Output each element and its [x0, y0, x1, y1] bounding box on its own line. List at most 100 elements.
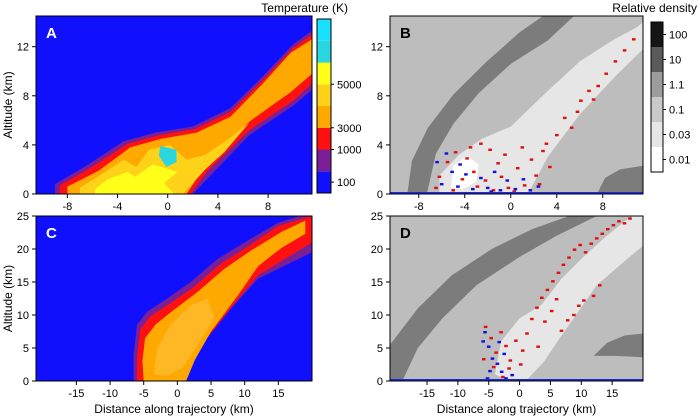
y-tick-label: 0	[23, 376, 29, 388]
y-tick-label: 12	[17, 42, 29, 54]
x-tick-label: -8	[62, 201, 72, 213]
x-tick-label: 4	[215, 201, 221, 213]
x-tick-label: -10	[450, 388, 466, 400]
debris-point	[508, 359, 513, 362]
plot-area	[390, 16, 643, 194]
debris-point	[506, 186, 511, 190]
colorbar-swatch	[651, 47, 663, 72]
debris-point	[471, 187, 475, 191]
debris-point	[514, 339, 518, 342]
debris-point	[578, 243, 582, 247]
y-tick-label: 0	[23, 189, 29, 201]
debris-point	[543, 320, 547, 323]
plot-area	[36, 216, 312, 381]
debris-point	[572, 313, 576, 317]
colorbar-label: 5000	[337, 79, 361, 91]
debris-point	[529, 158, 534, 161]
field-region-3	[439, 22, 643, 194]
debris-point	[507, 367, 511, 370]
x-axis-title: Distance along trajectory (km)	[437, 402, 596, 416]
debris-point	[512, 190, 516, 193]
x-tick-label: -5	[139, 388, 149, 400]
y-tick-label: 15	[371, 277, 383, 289]
debris-point	[600, 232, 605, 235]
debris-point	[483, 331, 487, 334]
x-tick-label: -10	[102, 388, 118, 400]
field-region-5	[95, 164, 178, 194]
debris-point	[453, 151, 458, 154]
debris-point	[522, 184, 527, 187]
debris-point	[491, 365, 496, 369]
debris-point	[513, 187, 518, 191]
x-tick-label: 8	[600, 201, 606, 213]
debris-point	[519, 363, 523, 366]
x-tick-label: 8	[265, 201, 271, 213]
debris-point	[505, 179, 510, 182]
colorbar-label: 1000	[337, 145, 361, 157]
debris-point	[444, 152, 449, 155]
plot-frame	[35, 15, 313, 195]
debris-point	[534, 174, 538, 177]
x-tick-label: 0	[174, 388, 180, 400]
panel-a: -8 -4 0 4 8 0 4 8 12 Altitude (km) A	[1, 15, 313, 213]
plot-frame	[389, 215, 644, 382]
temperature-colorbar-title: Temperature (K)	[261, 1, 348, 15]
debris-point	[492, 170, 497, 174]
y-tick-label: 25	[371, 211, 383, 223]
debris-point	[537, 183, 542, 186]
y-tick-label: 15	[17, 277, 29, 289]
panel-letter: C	[46, 225, 57, 242]
x-tick-label: -8	[414, 201, 424, 213]
x-axis-title: Distance along trajectory (km)	[94, 402, 253, 416]
y-tick-label: 10	[17, 310, 29, 322]
debris-point	[439, 183, 444, 186]
debris-point	[499, 331, 503, 334]
colorbar-label: 0.03	[669, 130, 690, 142]
debris-point	[530, 317, 534, 321]
debris-point	[491, 189, 496, 192]
field-region-2	[597, 165, 643, 194]
colorbar-swatch	[317, 62, 331, 85]
debris-point	[575, 110, 580, 113]
temperature-colorbar: 100 1000 3000 5000	[316, 18, 361, 194]
x-tick-label: -4	[460, 201, 470, 213]
debris-point	[536, 185, 541, 188]
x-tick-label: -15	[419, 388, 435, 400]
panel-b: -8 -4 0 4 8 0 4 8 12 B	[371, 15, 644, 213]
debris-point	[582, 299, 586, 302]
y-tick-label: 4	[23, 140, 29, 152]
debris-point	[579, 99, 583, 102]
x-tick-label: 0	[508, 201, 514, 213]
debris-point	[465, 157, 469, 160]
colorbar-swatch	[317, 171, 331, 194]
panel-letter: D	[400, 225, 411, 242]
field-region-1	[390, 216, 597, 381]
debris-point	[498, 189, 503, 192]
density-colorbar-title: Relative density	[612, 1, 697, 15]
x-tick-label: 0	[517, 388, 523, 400]
debris-point	[555, 133, 559, 137]
debris-point	[525, 332, 529, 335]
debris-point	[591, 98, 596, 101]
y-tick-label: 4	[377, 140, 383, 152]
colorbar-label: 10	[669, 55, 681, 67]
debris-point	[540, 296, 544, 299]
debris-point	[563, 116, 567, 120]
debris-point	[535, 306, 539, 309]
debris-point	[490, 357, 495, 360]
debris-point	[554, 298, 559, 301]
x-tick-label: 15	[272, 388, 284, 400]
debris-point	[468, 146, 473, 149]
debris-point	[510, 373, 514, 377]
colorbar-frame	[316, 18, 332, 194]
debris-point	[632, 38, 636, 41]
debris-point	[622, 49, 627, 52]
debris-point	[528, 189, 533, 192]
debris-point	[502, 352, 506, 356]
debris-point	[606, 228, 610, 231]
debris-point	[613, 60, 618, 63]
x-tick-label: 4	[554, 201, 560, 213]
y-tick-label: 25	[17, 211, 29, 223]
colorbar-swatch	[317, 149, 331, 172]
debris-point	[617, 220, 621, 223]
